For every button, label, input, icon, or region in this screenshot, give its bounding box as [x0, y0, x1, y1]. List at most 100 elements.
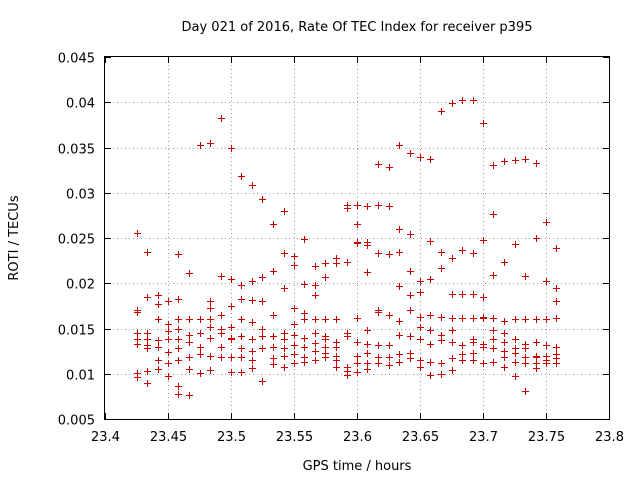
- data-point: [207, 324, 214, 331]
- data-point: [501, 354, 508, 361]
- data-point: [501, 318, 508, 325]
- data-point: [396, 318, 403, 325]
- data-point: [459, 315, 466, 322]
- data-point: [438, 249, 445, 256]
- data-point: [522, 388, 529, 395]
- data-point: [301, 281, 308, 288]
- data-point: [312, 340, 319, 347]
- data-point: [312, 330, 319, 337]
- data-point: [155, 301, 162, 308]
- data-point: [312, 357, 319, 364]
- data-point: [364, 242, 371, 249]
- data-point: [490, 359, 497, 366]
- data-point: [427, 372, 434, 379]
- data-point: [186, 392, 193, 399]
- data-point: [249, 365, 256, 372]
- data-point: [364, 203, 371, 210]
- data-point: [218, 354, 225, 361]
- data-point: [459, 342, 466, 349]
- data-point: [301, 335, 308, 342]
- data-point: [207, 305, 214, 312]
- data-point: [543, 278, 550, 285]
- data-point: [553, 298, 560, 305]
- data-point: [543, 316, 550, 323]
- data-point: [291, 360, 298, 367]
- data-point: [197, 316, 204, 323]
- data-point: [259, 196, 266, 203]
- data-point: [354, 240, 361, 247]
- data-point: [470, 357, 477, 364]
- data-point: [375, 309, 382, 316]
- data-point: [438, 337, 445, 344]
- data-point: [490, 315, 497, 322]
- data-point: [281, 364, 288, 371]
- data-point: [438, 314, 445, 321]
- data-point: [449, 339, 456, 346]
- data-point: [364, 341, 371, 348]
- data-point: [396, 249, 403, 256]
- data-point: [396, 359, 403, 366]
- data-point: [270, 361, 277, 368]
- data-point: [259, 333, 266, 340]
- y-tick-label: 0.02: [66, 278, 95, 293]
- data-point: [207, 335, 214, 342]
- data-point: [501, 330, 508, 337]
- data-point: [333, 316, 340, 323]
- data-point: [165, 321, 172, 328]
- data-point: [165, 328, 172, 335]
- data-point: [144, 330, 151, 337]
- data-point: [407, 231, 414, 238]
- data-point: [281, 330, 288, 337]
- data-point: [459, 97, 466, 104]
- data-point: [291, 351, 298, 358]
- data-point: [490, 345, 497, 352]
- data-point: [144, 294, 151, 301]
- data-point: [228, 145, 235, 152]
- y-tick-label: 0.04: [66, 97, 95, 112]
- data-point: [512, 316, 519, 323]
- data-point: [238, 173, 245, 180]
- data-point: [270, 333, 277, 340]
- axis-ticks: [105, 57, 610, 420]
- data-point: [427, 238, 434, 245]
- data-point: [470, 350, 477, 357]
- data-point: [386, 164, 393, 171]
- data-point: [386, 342, 393, 349]
- data-point: [165, 298, 172, 305]
- data-point: [417, 289, 424, 296]
- data-point: [490, 272, 497, 279]
- data-point: [259, 326, 266, 333]
- x-tick-label: 23.75: [528, 430, 565, 445]
- data-point: [427, 276, 434, 283]
- data-point: [249, 278, 256, 285]
- data-point: [480, 120, 487, 127]
- data-point: [553, 360, 560, 367]
- data-point: [155, 292, 162, 299]
- data-points: [134, 97, 560, 399]
- chart-title: Day 021 of 2016, Rate Of TEC Index for r…: [182, 20, 533, 35]
- data-point: [543, 342, 550, 349]
- data-point: [197, 142, 204, 149]
- data-point: [553, 344, 560, 351]
- x-tick-label: 23.55: [276, 430, 313, 445]
- data-point: [238, 282, 245, 289]
- data-point: [396, 226, 403, 233]
- y-tick-label: 0.035: [58, 143, 95, 158]
- data-point: [417, 154, 424, 161]
- data-point: [218, 273, 225, 280]
- x-tick-label: 23.4: [91, 430, 120, 445]
- data-point: [301, 316, 308, 323]
- data-point: [364, 269, 371, 276]
- data-point: [165, 360, 172, 367]
- data-point: [522, 316, 529, 323]
- data-point: [270, 268, 277, 275]
- data-point: [175, 357, 182, 364]
- data-point: [449, 327, 456, 334]
- data-point: [480, 294, 487, 301]
- data-point: [134, 309, 141, 316]
- data-point: [354, 202, 361, 209]
- data-point: [501, 158, 508, 165]
- data-point: [553, 315, 560, 322]
- data-point: [218, 115, 225, 122]
- data-point: [155, 316, 162, 323]
